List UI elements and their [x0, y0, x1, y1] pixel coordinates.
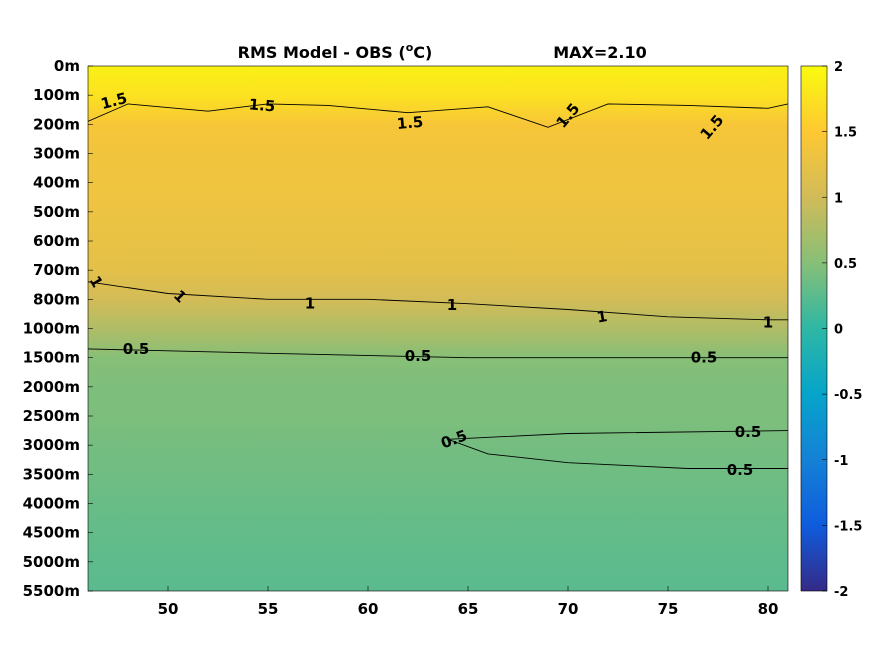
contour-label: 0.5 — [405, 347, 432, 365]
contour-label: 0.5 — [691, 349, 718, 367]
x-tick-label: 70 — [558, 600, 579, 618]
contour-label: 1.5 — [396, 113, 424, 133]
y-tick-label: 700m — [33, 261, 80, 279]
y-tick-label: 800m — [33, 290, 80, 308]
chart-title: RMS Model - OBS (oC) — [238, 41, 433, 62]
contour-label: 1 — [305, 295, 315, 313]
y-tick-label: 4500m — [23, 524, 80, 542]
x-tick-label: 60 — [358, 600, 379, 618]
contour-label: 1.5 — [248, 95, 276, 115]
y-tick-label: 400m — [33, 174, 80, 192]
colorbar-tick-label: -1.5 — [834, 519, 862, 534]
plot-area — [88, 66, 788, 591]
chart-title-degree: o — [406, 41, 414, 54]
y-tick-label: 0m — [54, 57, 80, 75]
contour-line — [88, 103, 788, 128]
contour-lines — [88, 103, 788, 469]
colorbar-tick-label: 2 — [834, 60, 843, 75]
y-tick-label: 5000m — [23, 553, 80, 571]
y-tick-label: 4000m — [23, 495, 80, 513]
contour-line — [88, 281, 788, 321]
y-tick-label: 2000m — [23, 378, 80, 396]
y-tick-label: 1000m — [23, 320, 80, 338]
x-axis-ticks: 50 55 60 65 70 75 80 — [158, 586, 779, 618]
contour-label: 0.5 — [735, 423, 762, 441]
contour-line — [447, 438, 788, 469]
colorbar-tick-label: 0 — [834, 323, 843, 338]
x-tick-label: 65 — [458, 600, 479, 618]
contour-line — [88, 348, 788, 359]
contour-label: 1 — [763, 314, 773, 332]
contour-label: 0.5 — [727, 461, 754, 479]
y-tick-label: 600m — [33, 232, 80, 250]
y-tick-label: 300m — [33, 145, 80, 163]
y-tick-label: 200m — [33, 115, 80, 133]
y-tick-label: 5500m — [23, 582, 80, 600]
y-tick-label: 100m — [33, 86, 80, 104]
y-tick-label: 3000m — [23, 436, 80, 454]
colorbar-ticks: 2 1.5 1 0.5 0 -0.5 -1 -1.5 -2 — [822, 60, 862, 600]
heatmap-field — [88, 66, 788, 591]
y-tick-label: 3500m — [23, 465, 80, 483]
x-tick-label: 50 — [158, 600, 179, 618]
chart-max-label: MAX=2.10 — [553, 43, 647, 62]
contour-line — [447, 430, 788, 440]
colorbar-tick-label: 1.5 — [834, 126, 857, 141]
x-tick-label: 75 — [658, 600, 679, 618]
x-tick-label: 55 — [258, 600, 279, 618]
contour-label: 0.5 — [123, 340, 150, 358]
colorbar-tick-label: -0.5 — [834, 388, 862, 403]
contour-label: 1 — [595, 307, 608, 327]
chart-title-text: RMS Model - OBS ( — [238, 43, 406, 62]
x-tick-label: 80 — [758, 600, 779, 618]
contour-label: 1 — [447, 296, 457, 314]
y-tick-label: 500m — [33, 203, 80, 221]
colorbar-tick-label: -2 — [834, 585, 848, 600]
colorbar-tick-label: 1 — [834, 191, 843, 206]
colorbar-tick-label: 0.5 — [834, 257, 857, 272]
y-tick-label: 2500m — [23, 407, 80, 425]
colorbar-tick-label: -1 — [834, 454, 848, 469]
chart-title-unit: C) — [413, 43, 432, 62]
y-tick-label: 1500m — [23, 349, 80, 367]
y-axis-ticks: 0m 100m 200m 300m 400m 500m 600m 700m 800m 1000m 1… — [23, 57, 93, 600]
